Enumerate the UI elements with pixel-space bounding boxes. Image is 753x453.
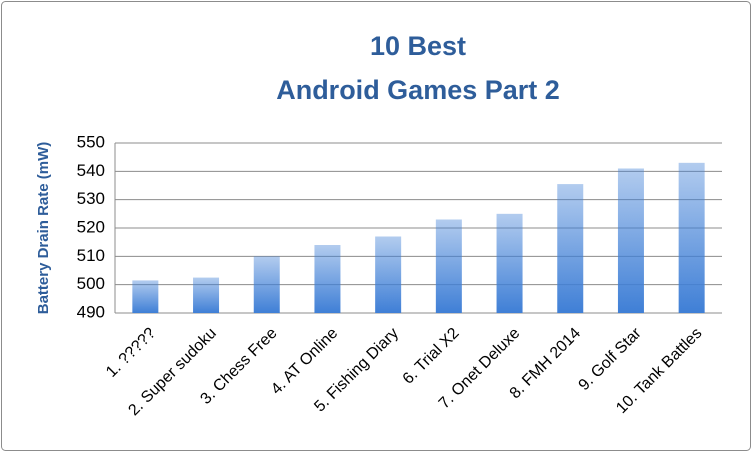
- bar: [617, 168, 644, 313]
- bar: [132, 280, 159, 313]
- y-tick-label: 520: [77, 217, 105, 236]
- bar: [557, 184, 584, 313]
- y-tick-label: 500: [77, 274, 105, 293]
- y-tick-label: 530: [77, 189, 105, 208]
- bar: [253, 256, 280, 313]
- y-tick-label: 550: [77, 132, 105, 151]
- y-tick-label: 510: [77, 246, 105, 265]
- bar: [314, 245, 341, 313]
- bar: [375, 236, 402, 313]
- chart-title: 10 Best: [370, 31, 466, 61]
- bar: [678, 162, 705, 313]
- bar: [435, 219, 462, 313]
- chart-title: Android Games Part 2: [276, 75, 560, 105]
- y-tick-label: 540: [77, 161, 105, 180]
- y-tick-label: 490: [77, 302, 105, 321]
- bar: [496, 213, 523, 313]
- bar: [193, 277, 220, 313]
- y-axis-label: Battery Drain Rate (mW): [35, 142, 52, 315]
